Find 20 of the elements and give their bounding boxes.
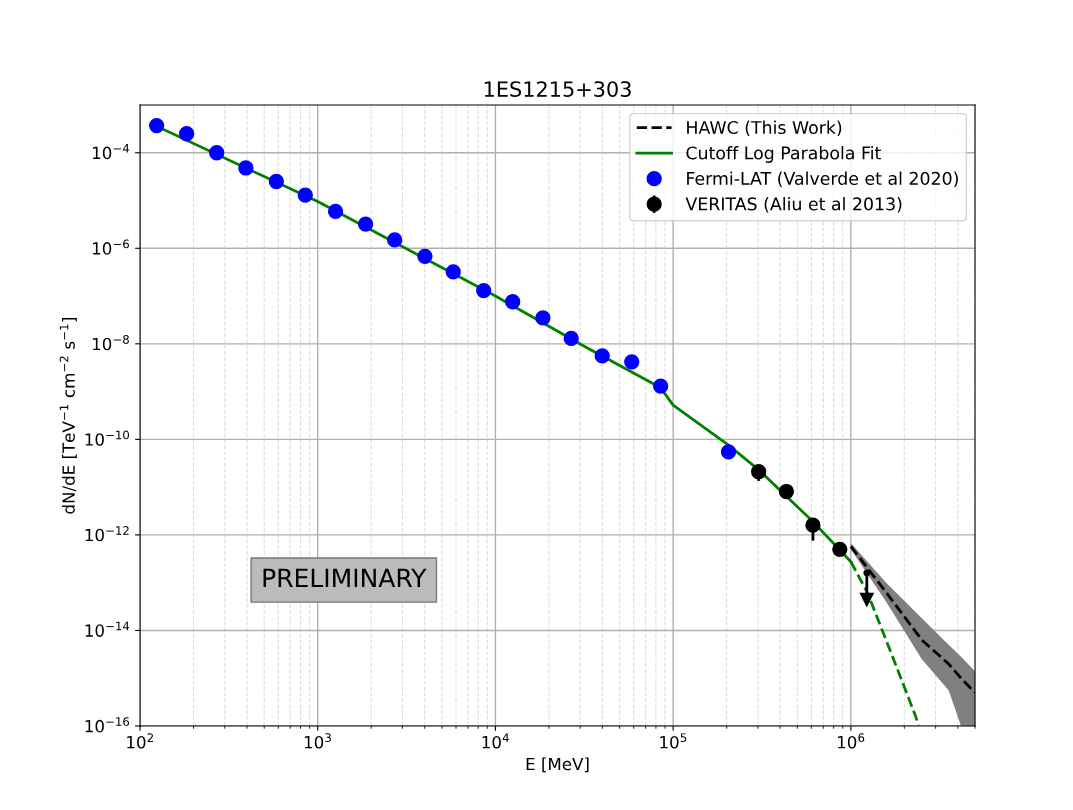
y-tick-label: 10$^{−4}$ [92, 144, 130, 160]
x-tick-label: 10$^{5}$ [660, 733, 687, 749]
x-tick-label: 10$^{3}$ [304, 733, 331, 749]
legend-label: HAWC (This Work) [687, 120, 842, 137]
legend-label: VERITAS (Aliu et al 2013) [685, 197, 902, 213]
legend-label: Cutoff Log Parabola Fit [686, 146, 881, 163]
y-tick-label: 10$^{−6}$ [92, 239, 129, 255]
x-tick-label: 10$^{4}$ [482, 733, 509, 749]
annotation: PRELIMINARY [263, 568, 427, 587]
y-tick-label: 10$^{−14}$ [85, 621, 130, 637]
y-tick-label: 10$^{−16}$ [85, 717, 130, 733]
y-tick-label: 10$^{−12}$ [85, 526, 129, 542]
y-tick-label: 10$^{−10}$ [85, 430, 130, 446]
chart-title: 1ES1215+303 [484, 81, 631, 97]
x-tick-label: 10$^{6}$ [837, 733, 865, 749]
legend-label: Fermi-LAT (Valverde et al 2020) [687, 171, 958, 188]
y-axis-title: dN/dE [TeV$^{−1}$ cm$^{−2}$ s$^{−1}$] [59, 317, 77, 514]
x-tick-label: 10$^{2}$ [127, 733, 153, 749]
x-axis-title: E [MeV] [526, 757, 589, 773]
y-tick-label: 10$^{−8}$ [92, 335, 129, 351]
